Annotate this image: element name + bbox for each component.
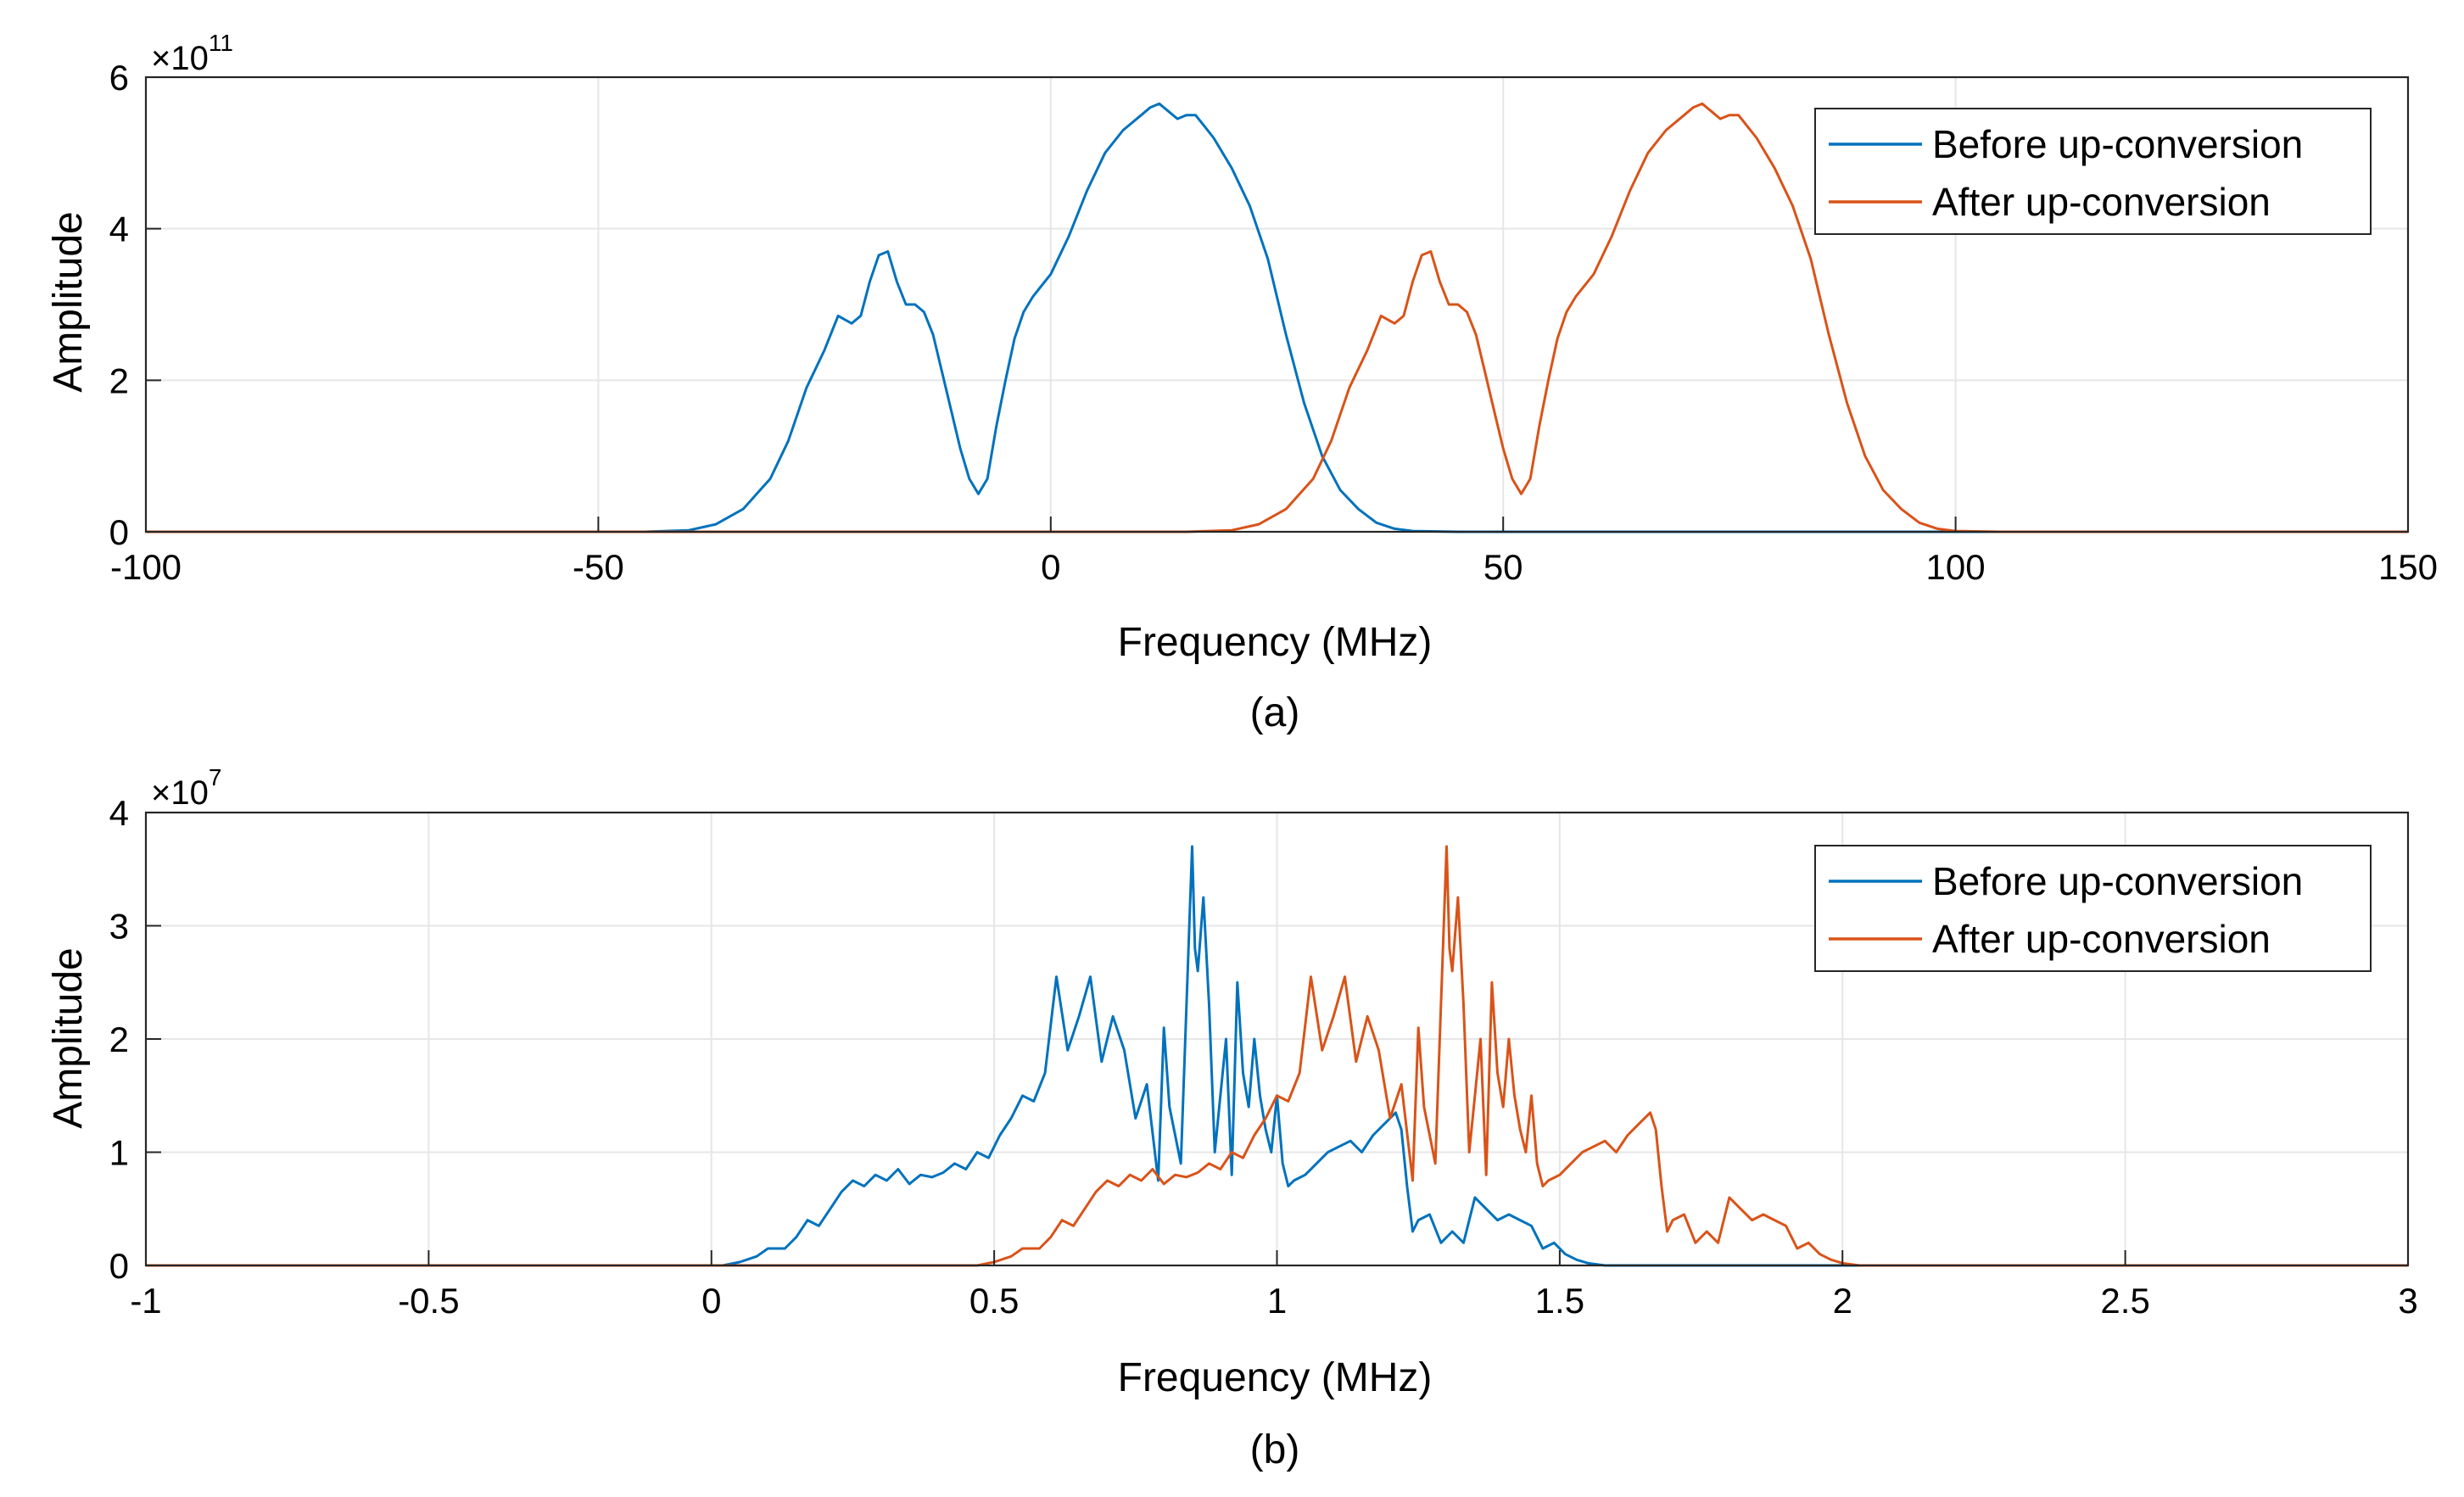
y-tick-label-a: 6 bbox=[109, 58, 129, 98]
series-line-before-b bbox=[146, 845, 2408, 1267]
x-tick-label-b: 1.5 bbox=[1535, 1281, 1584, 1321]
series-line-before-a bbox=[146, 102, 2408, 533]
series-group-a bbox=[146, 102, 2408, 533]
legend-a: Before up-conversion After up-conversion bbox=[1814, 108, 2372, 235]
x-tick-label-b: 0.5 bbox=[969, 1281, 1019, 1321]
y-tick-label-b: 2 bbox=[109, 1019, 129, 1059]
y-tick-label-b: 4 bbox=[109, 793, 129, 833]
x-ticks-a: -100 -50 0 50 100 150 bbox=[110, 517, 2438, 587]
y-exponent-power-a: 11 bbox=[209, 30, 233, 56]
x-tick-label-a: -100 bbox=[110, 547, 182, 587]
y-axis-label-b: Amplitude bbox=[46, 947, 91, 1128]
y-tick-label-a: 0 bbox=[109, 512, 129, 552]
series-line-after-a bbox=[146, 102, 2408, 533]
series-line-after-b bbox=[146, 845, 2408, 1267]
x-tick-label-b: 1 bbox=[1267, 1281, 1287, 1321]
x-ticks-b: -1 -0.5 0 0.5 1 1.5 2 2.5 3 bbox=[130, 1250, 2418, 1321]
x-axis-label-b: Frequency (MHz) bbox=[1118, 1355, 1433, 1400]
caption-a: (a) bbox=[1250, 690, 1300, 735]
x-tick-label-a: -50 bbox=[573, 547, 624, 587]
y-tick-label-a: 4 bbox=[109, 209, 129, 249]
legend-box-b bbox=[1814, 845, 2372, 972]
y-ticks-b: 0 1 2 3 4 bbox=[109, 793, 161, 1286]
legend-label-before-a: Before up-conversion bbox=[1932, 122, 2303, 166]
y-tick-label-a: 2 bbox=[109, 360, 129, 400]
y-ticks-a: 0 2 4 6 bbox=[109, 58, 161, 552]
chart-panel-a: -100 -50 0 50 100 150 0 2 4 6 ×1011 Amplitude Fr… bbox=[46, 30, 2438, 735]
y-tick-label-b: 0 bbox=[109, 1246, 129, 1286]
x-tick-label-a: 0 bbox=[1041, 547, 1060, 587]
legend-label-before-b: Before up-conversion bbox=[1932, 859, 2303, 903]
y-exponent-a: ×1011 bbox=[151, 30, 233, 77]
y-axis-label-a: Amplitude bbox=[46, 211, 91, 392]
y-tick-label-b: 1 bbox=[109, 1133, 129, 1173]
caption-b: (b) bbox=[1250, 1427, 1300, 1472]
x-tick-label-a: 100 bbox=[1926, 547, 1986, 587]
x-tick-label-a: 50 bbox=[1483, 547, 1523, 587]
series-group-b bbox=[146, 845, 2408, 1267]
x-tick-label-b: 2 bbox=[1833, 1281, 1852, 1321]
x-tick-label-b: 2.5 bbox=[2100, 1281, 2149, 1321]
legend-label-after-a: After up-conversion bbox=[1932, 180, 2271, 224]
x-tick-label-b: -1 bbox=[130, 1281, 161, 1321]
x-axis-label-a: Frequency (MHz) bbox=[1118, 620, 1433, 665]
axes-box-a bbox=[144, 75, 2410, 533]
x-tick-label-b: 0 bbox=[701, 1281, 721, 1321]
legend-box-a bbox=[1814, 108, 2372, 235]
y-exponent-power-b: 7 bbox=[209, 764, 222, 790]
legend-label-after-b: After up-conversion bbox=[1932, 917, 2271, 961]
y-exponent-b: ×107 bbox=[151, 764, 221, 812]
x-tick-label-b: 3 bbox=[2398, 1281, 2417, 1321]
x-tick-label-b: -0.5 bbox=[398, 1281, 459, 1321]
legend-b: Before up-conversion After up-conversion bbox=[1814, 845, 2372, 972]
y-exponent-base-b: ×10 bbox=[151, 774, 209, 812]
y-tick-label-b: 3 bbox=[109, 907, 129, 947]
y-exponent-base-a: ×10 bbox=[151, 40, 209, 77]
x-tick-label-a: 150 bbox=[2378, 547, 2438, 587]
chart-panel-b: -1 -0.5 0 0.5 1 1.5 2 2.5 3 0 1 2 3 4 ×107 Amplitude… bbox=[46, 764, 2418, 1472]
